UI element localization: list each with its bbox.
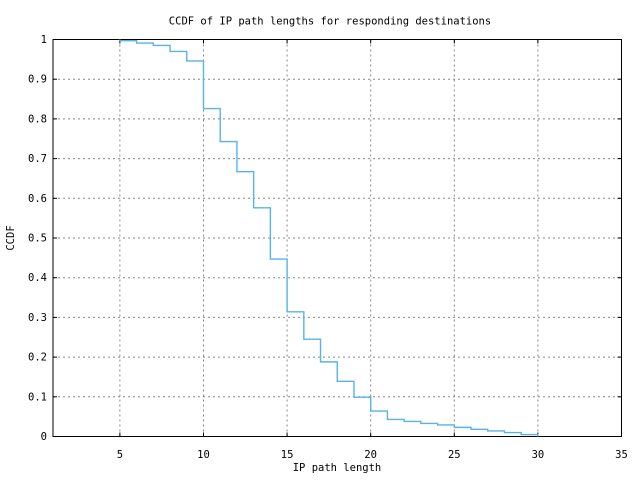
x-tick-label: 10	[197, 449, 210, 461]
y-axis-label: CCDF	[5, 225, 17, 250]
x-tick-label: 25	[448, 449, 461, 461]
y-tick-label: 0.4	[28, 272, 47, 284]
y-tick-label: 1	[41, 34, 47, 46]
x-tick-label: 5	[117, 449, 123, 461]
x-tick-label: 35	[615, 449, 628, 461]
y-tick-label: 0.7	[28, 153, 47, 165]
ccdf-curve	[119, 39, 539, 437]
tick-labels: 5 10 15 20 25 30 35 0 0.1 0.2 0.3 0.4 0.5 0.6 0.7 0.8 0.…	[28, 34, 628, 461]
y-tick-label: 0.9	[28, 74, 47, 86]
x-axis-label: IP path length	[293, 462, 382, 474]
axis-ticks	[53, 39, 622, 437]
x-tick-label: 30	[532, 449, 545, 461]
x-tick-label: 15	[281, 449, 294, 461]
y-tick-label: 0.6	[28, 193, 47, 205]
y-tick-label: 0.3	[28, 312, 47, 324]
data-series	[119, 39, 539, 437]
y-tick-label: 0.5	[28, 233, 47, 245]
y-tick-label: 0	[41, 431, 47, 443]
y-tick-label: 0.1	[28, 391, 47, 403]
y-tick-label: 0.8	[28, 113, 47, 125]
chart-title: CCDF of IP path lengths for responding d…	[169, 16, 491, 28]
x-tick-label: 20	[364, 449, 377, 461]
y-tick-label: 0.2	[28, 352, 47, 364]
